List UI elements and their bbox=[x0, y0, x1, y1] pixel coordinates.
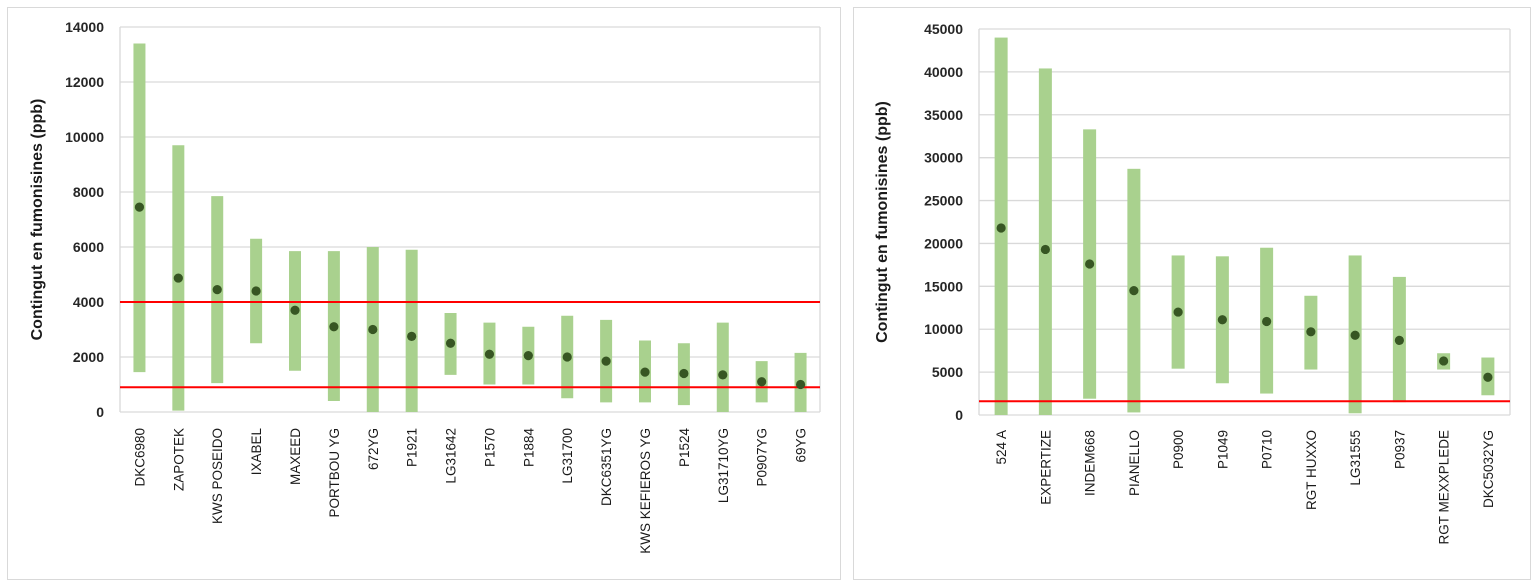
mean-point bbox=[640, 367, 650, 377]
mean-point bbox=[368, 324, 378, 335]
mean-point bbox=[718, 370, 728, 380]
mean-point bbox=[1040, 244, 1050, 255]
x-category-label: LG31642 bbox=[444, 428, 459, 484]
y-axis-title: Contingut en fumonisines (ppb) bbox=[874, 101, 891, 343]
mean-point bbox=[1350, 330, 1360, 340]
x-category-label: 672YG bbox=[366, 428, 381, 470]
y-tick-label: 5000 bbox=[932, 364, 963, 380]
mean-point bbox=[601, 356, 611, 366]
mean-point bbox=[290, 305, 300, 315]
y-tick-label: 10000 bbox=[65, 129, 104, 145]
y-tick-label: 0 bbox=[955, 407, 963, 423]
x-category-label: RGT HUXXO bbox=[1304, 430, 1319, 510]
x-category-label: P1884 bbox=[521, 428, 536, 468]
mean-point bbox=[1173, 307, 1183, 317]
x-category-label: DKC6980 bbox=[132, 428, 147, 487]
left-chart-panel bbox=[7, 7, 841, 580]
x-category-label: RGT MEXXPLEDE bbox=[1437, 430, 1452, 545]
y-tick-label: 35000 bbox=[924, 107, 963, 123]
mean-point bbox=[407, 331, 417, 341]
mean-point bbox=[523, 351, 533, 361]
y-tick-label: 40000 bbox=[924, 64, 963, 80]
y-tick-label: 0 bbox=[96, 404, 104, 420]
mean-point bbox=[484, 349, 495, 359]
x-category-label: MAXEED bbox=[288, 428, 303, 485]
mean-point bbox=[134, 202, 145, 212]
y-tick-label: 14000 bbox=[65, 19, 104, 35]
x-category-label: PIANELLO bbox=[1127, 430, 1142, 496]
y-tick-label: 15000 bbox=[924, 278, 963, 294]
range-bar bbox=[716, 322, 729, 412]
x-category-label: LG31555 bbox=[1348, 430, 1363, 486]
y-tick-label: 25000 bbox=[924, 193, 963, 209]
x-category-label: IXABEL bbox=[249, 428, 264, 476]
x-category-label: 524 A bbox=[994, 430, 1009, 465]
x-category-label: P1524 bbox=[677, 428, 692, 468]
x-category-label: KWS POSEIDO bbox=[210, 428, 225, 524]
mean-point bbox=[251, 286, 261, 296]
x-category-label: P1049 bbox=[1215, 430, 1230, 469]
y-tick-label: 8000 bbox=[73, 184, 104, 200]
range-bar bbox=[405, 249, 418, 412]
mean-point bbox=[757, 377, 767, 387]
mean-point bbox=[1439, 356, 1449, 366]
x-category-label: DKC6351YG bbox=[599, 428, 614, 506]
y-tick-label: 4000 bbox=[73, 294, 104, 310]
x-category-label: P1570 bbox=[482, 428, 497, 467]
x-category-label: P0937 bbox=[1392, 430, 1407, 469]
x-category-label: LG31700 bbox=[560, 428, 575, 484]
mean-point bbox=[212, 285, 222, 295]
x-category-label: EXPERTIZE bbox=[1038, 430, 1053, 505]
mean-point bbox=[1306, 327, 1316, 337]
x-category-label: P1921 bbox=[405, 428, 420, 467]
y-tick-label: 30000 bbox=[924, 150, 963, 166]
x-category-label: PORTBOU YG bbox=[327, 428, 342, 518]
y-tick-label: 6000 bbox=[73, 239, 104, 255]
y-tick-label: 45000 bbox=[924, 21, 963, 37]
mean-point bbox=[1483, 372, 1493, 382]
x-category-label: LG31710YG bbox=[716, 428, 731, 503]
y-tick-label: 2000 bbox=[73, 349, 104, 365]
mean-point bbox=[1129, 286, 1139, 296]
y-tick-label: 10000 bbox=[924, 321, 963, 337]
mean-point bbox=[1262, 316, 1272, 327]
y-tick-label: 12000 bbox=[65, 74, 104, 90]
y-axis-title: Contingut en fumonisines (ppb) bbox=[29, 99, 46, 341]
mean-point bbox=[1217, 315, 1227, 325]
mean-point bbox=[445, 338, 456, 348]
mean-point bbox=[173, 273, 183, 283]
x-category-label: P0900 bbox=[1171, 430, 1186, 469]
mean-point bbox=[1394, 335, 1404, 345]
range-bar bbox=[1038, 68, 1052, 416]
x-category-label: KWS KEFIEROS YG bbox=[638, 428, 653, 554]
mean-point bbox=[329, 322, 339, 332]
mean-point bbox=[996, 223, 1006, 233]
y-tick-label: 20000 bbox=[924, 235, 963, 251]
mean-point bbox=[1085, 259, 1095, 269]
mean-point bbox=[562, 352, 572, 362]
x-category-label: DKC5032YG bbox=[1481, 430, 1496, 508]
x-category-label: ZAPOTEK bbox=[171, 428, 186, 491]
x-category-label: P0710 bbox=[1260, 430, 1275, 469]
x-category-label: INDEM668 bbox=[1083, 430, 1098, 496]
mean-point bbox=[679, 368, 689, 379]
right-chart-panel bbox=[853, 7, 1531, 580]
x-category-label: P0907YG bbox=[755, 428, 770, 487]
mean-point bbox=[795, 379, 806, 390]
x-category-label: 69YG bbox=[794, 428, 809, 463]
